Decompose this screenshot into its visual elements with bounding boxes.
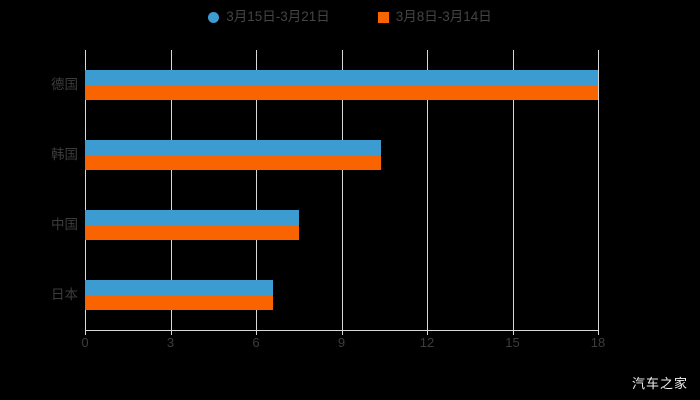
y-axis-label-日本: 日本	[51, 287, 78, 302]
gridline	[427, 50, 428, 330]
gridline	[598, 50, 599, 330]
x-tick-mark	[85, 330, 86, 335]
x-tick-label: 3	[166, 335, 175, 350]
legend-item-series-a[interactable]: 3月15日-3月21日	[208, 10, 330, 24]
circle-marker-icon	[208, 11, 220, 23]
x-tick-label: 15	[505, 335, 520, 350]
gridline	[170, 50, 172, 330]
x-tick-label: 0	[81, 335, 89, 350]
square-marker-icon	[377, 11, 389, 23]
gridline	[85, 50, 86, 330]
x-tick-label: 6	[252, 335, 260, 350]
gridline	[512, 50, 514, 330]
chart-legend: 3月15日-3月21日 3月8日-3月14日	[0, 6, 700, 28]
legend-item-series-b[interactable]: 3月8日-3月14日	[377, 9, 492, 25]
bar-日本-series-2[interactable]	[85, 295, 274, 310]
x-tick-mark	[170, 330, 172, 335]
y-axis-label-韩国: 韩国	[51, 147, 78, 162]
gridline	[341, 50, 343, 330]
x-tick-label: 12	[419, 335, 435, 350]
bar-中国-series-1[interactable]	[85, 210, 299, 225]
y-axis-label-中国: 中国	[51, 217, 78, 232]
bar-日本-series-1[interactable]	[85, 280, 274, 295]
x-tick-mark	[341, 330, 343, 335]
plot-area	[85, 50, 598, 330]
watermark: 汽车之家	[631, 376, 688, 391]
x-tick-mark	[427, 330, 428, 335]
x-tick-mark	[512, 330, 514, 335]
bar-中国-series-2[interactable]	[85, 225, 299, 240]
bar-韩国-series-1[interactable]	[85, 140, 382, 155]
bar-德国-series-1[interactable]	[85, 70, 598, 85]
x-tick-label: 18	[590, 335, 606, 350]
x-tick-label: 9	[337, 335, 346, 350]
x-axis-line	[85, 330, 599, 331]
bar-德国-series-2[interactable]	[85, 85, 598, 100]
y-axis-label-德国: 德国	[51, 77, 78, 92]
legend-label-series-a: 3月15日-3月21日	[226, 9, 330, 25]
bar-韩国-series-2[interactable]	[85, 155, 382, 170]
legend-label-series-b: 3月8日-3月14日	[395, 9, 492, 25]
x-tick-mark	[598, 330, 599, 335]
gridline	[256, 50, 257, 330]
x-tick-mark	[256, 330, 257, 335]
